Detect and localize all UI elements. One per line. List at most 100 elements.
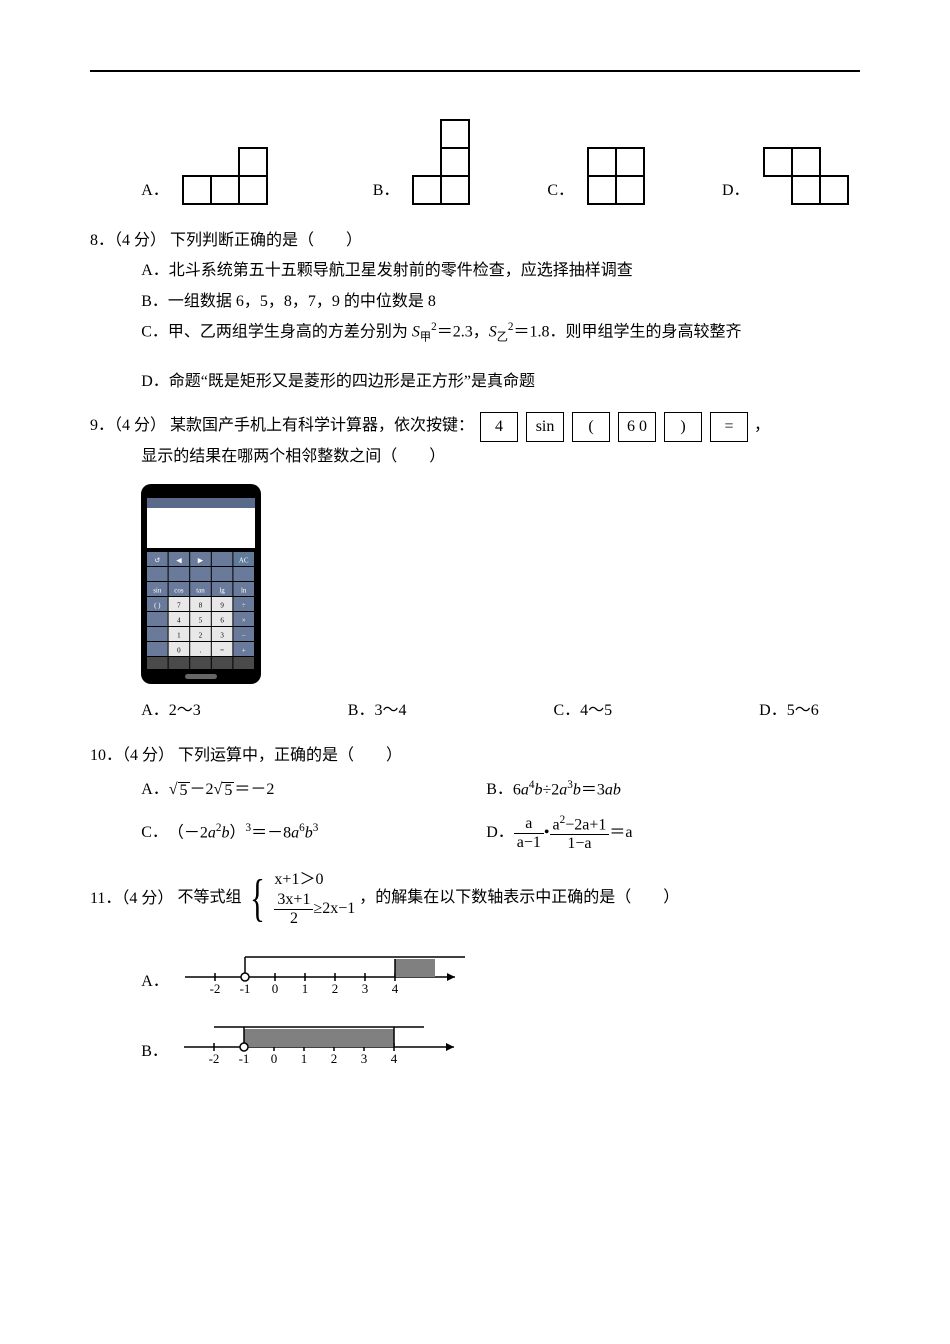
svg-text:4: 4 [391,1051,398,1066]
svg-text:-2: -2 [208,1051,219,1066]
question-10: 10．（4 分） 下列运算中，正确的是（ ） [90,741,860,771]
q7-option-c: C． [547,146,646,206]
q9-stem1: 某款国产手机上有科学计算器，依次按键： 4 sin ( 6 0 ) = ， [170,411,860,442]
svg-text:-2: -2 [209,981,220,996]
q7-options-row: A． B． [90,112,850,212]
q8c-s2: S [489,324,497,341]
svg-text:3: 3 [362,981,369,996]
q8-opt-c: C．甲、乙两组学生身高的方差分别为 S甲2＝2.3，S乙2＝1.8．则甲组学生的… [90,317,860,349]
numberline-b: -2 -1 0 1 2 3 4 [174,1007,474,1067]
svg-text:▶: ▶ [198,557,204,565]
svg-text:↺: ↺ [155,557,161,565]
q11-pre: 不等式组 [177,889,241,906]
svg-text:1: 1 [301,1051,308,1066]
q9a: 2～3 [169,702,201,719]
svg-text:◀: ◀ [176,557,182,565]
svg-text:+: + [242,647,246,655]
q10d-eq: ＝a [609,818,632,848]
svg-text:3: 3 [361,1051,368,1066]
q8-num: 8． [90,232,114,249]
svg-text:0: 0 [271,1051,278,1066]
svg-text:( ): ( ) [154,602,161,610]
q11-post: ，的解集在以下数轴表示中正确的是（ ） [359,889,679,906]
svg-text:×: × [242,617,246,625]
tetromino-d [762,146,850,206]
key-rparen: ) [664,412,702,442]
option-label: A． [141,176,169,206]
q7-option-a: A． [141,146,297,206]
svg-text:cos: cos [174,587,184,595]
q10-opt-d: D． aa−1•a2−2a+11−a＝a [486,814,831,853]
inequality-system: x+1＞0 3x+12≥2x−1 [274,870,355,927]
q9c: 4～5 [580,702,612,719]
svg-text:-1: -1 [238,1051,249,1066]
q8c-eq2: ＝1.8．则甲组学生的身高较整齐 [514,324,742,341]
q8c-sub2: 乙 [497,332,508,344]
q10-points: （4 分） [122,747,174,764]
key-60: 6 0 [618,412,656,442]
svg-text:7: 7 [177,602,181,610]
svg-text:sin: sin [153,587,162,595]
svg-text:1: 1 [177,632,181,640]
option-label: A． [141,967,169,997]
q8-opt-a-text: 北斗系统第五十五颗导航卫星发射前的零件检查，应选择抽样调查 [169,262,633,279]
svg-text:=: = [220,647,224,655]
svg-text:÷: ÷ [242,602,246,610]
option-label: B． [373,176,400,206]
q10-opt-a: A．√5－2√5＝－2 [141,775,486,806]
question-8: 8．（4 分） 下列判断正确的是（ ） [90,226,860,256]
key-sequence: 4 sin ( 6 0 ) = [478,417,754,434]
q9d: 5～6 [787,702,819,719]
q11-num: 11． [90,890,121,907]
svg-text:3: 3 [221,632,225,640]
phone-calculator: ↺◀▶ACsincostanlgln( )789÷456×123−0.=+ [90,484,860,684]
q10-num: 10． [90,747,122,764]
tetromino-a [181,146,297,206]
q9b: 3～4 [374,702,406,719]
svg-text:2: 2 [199,632,203,640]
question-11: 11．（4 分） 不等式组 { x+1＞0 3x+12≥2x−1 ，的解集在以下… [90,870,860,927]
q8-opt-b-text: 一组数据 6，5，8，7，9 的中位数是 8 [168,293,436,310]
q10-stem: 下列运算中，正确的是（ ） [178,741,860,771]
q9-num: 9． [90,417,114,434]
q8-opt-d-text: 命题“既是矩形又是菱形的四边形是正方形”是真命题 [169,373,535,390]
svg-text:.: . [200,647,202,655]
q7-option-d: D． [722,146,850,206]
q8-opt-a: A．北斗系统第五十五颗导航卫星发射前的零件检查，应选择抽样调查 [90,256,860,286]
q9-stem1-text: 某款国产手机上有科学计算器，依次按键： [170,417,474,434]
svg-text:ln: ln [241,587,247,595]
key-sin: sin [526,412,564,442]
q8c-eq1: ＝2.3， [437,324,489,341]
numberline-a: -2-101234 [175,937,475,997]
tetromino-c [586,146,646,206]
option-label: C． [547,176,574,206]
q9-options: A．2～3 B．3～4 C．4～5 D．5～6 [90,696,819,726]
q8c-s1: S [412,324,420,341]
q10-options: A．√5－2√5＝－2 B．6a4b÷2a3b＝3ab C．（－2a2b）3＝－… [90,771,860,856]
q10-opt-b: B．6a4b÷2a3b＝3ab [486,775,831,806]
svg-text:4: 4 [177,617,181,625]
svg-text:−: − [242,632,246,640]
svg-text:8: 8 [199,602,203,610]
svg-text:9: 9 [221,602,225,610]
sys-den: 2 [274,910,313,928]
q10-opt-c: C．（－2a2b）3＝－8a6b3 [141,814,486,853]
key-eq: = [710,412,748,442]
sys-l1: x+1＞0 [274,870,355,891]
option-label: B． [141,1037,168,1067]
svg-text:0: 0 [272,981,279,996]
key-lparen: ( [572,412,610,442]
svg-text:lg: lg [220,587,226,595]
q11-points: （4 分） [121,890,173,907]
svg-text:2: 2 [332,981,339,996]
svg-text:2: 2 [331,1051,338,1066]
tetromino-b [411,118,471,206]
svg-text:1: 1 [302,981,309,996]
key-4: 4 [480,412,518,442]
q8c-sub1: 甲 [420,332,431,344]
q8-stem: 下列判断正确的是（ ） [170,226,860,256]
svg-text:4: 4 [392,981,399,996]
q11-stem: 不等式组 { x+1＞0 3x+12≥2x−1 ，的解集在以下数轴表示中正确的是… [177,870,860,927]
q8-opt-b: B．一组数据 6，5，8，7，9 的中位数是 8 [90,287,860,317]
question-9: 9．（4 分） 某款国产手机上有科学计算器，依次按键： 4 sin ( 6 0 … [90,411,860,442]
